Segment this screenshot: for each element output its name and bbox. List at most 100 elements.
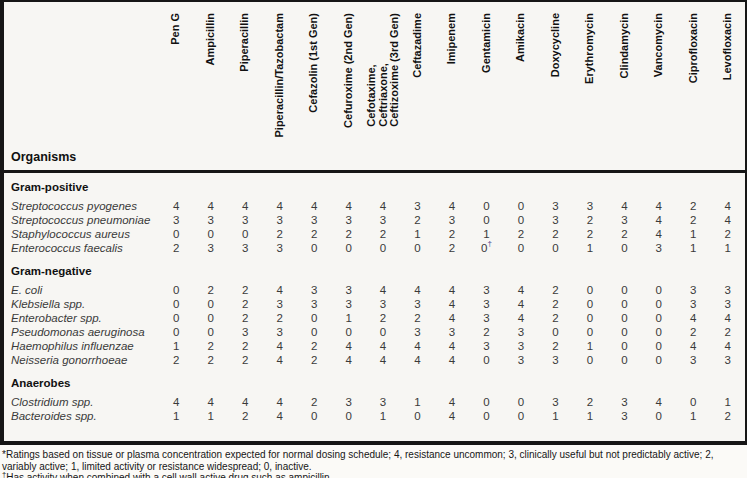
rating-cell: 0 (159, 311, 193, 325)
rating-cell: 2 (400, 311, 434, 325)
antibiotic-name: Cefuroxime (2nd Gen) (343, 13, 355, 128)
rating-cell: 1 (538, 409, 572, 423)
rating-cell: 0 (297, 325, 331, 339)
rating-cell: 0 (159, 297, 193, 311)
rating-cell: 4 (400, 353, 434, 367)
rating-cell: 4 (435, 283, 469, 297)
rating-cell: 4 (504, 297, 538, 311)
rating-cell: 2 (400, 213, 434, 227)
rating-cell: 3 (504, 325, 538, 339)
rating-cell: 4 (228, 395, 262, 409)
antibiotic-name: Imipenem (446, 13, 458, 64)
rating-cell: 0 (228, 227, 262, 241)
rating-cell: 2 (538, 227, 572, 241)
rating-cell: 4 (331, 199, 365, 213)
rating-cell: 0 (607, 283, 641, 297)
organism-name: Bacteroides spp. (4, 409, 159, 423)
dagger-footnote-marker: † (487, 239, 491, 248)
rating-cell: 3 (297, 213, 331, 227)
rating-cell: 3 (331, 283, 365, 297)
rating-cell: 3 (159, 213, 193, 227)
rating-cell: 4 (366, 283, 400, 297)
rating-cell: 0 (193, 297, 227, 311)
rating-cell: 4 (262, 199, 296, 213)
organism-row: Streptococcus pneumoniae3333333230032342… (4, 213, 745, 227)
rating-cell: 3 (607, 409, 641, 423)
rating-cell: 3 (469, 311, 503, 325)
antibiotic-column-header: Amikacin (504, 2, 538, 170)
rating-cell: 2 (228, 283, 262, 297)
rating-cell: 0 (573, 325, 607, 339)
rating-cell: 4 (159, 395, 193, 409)
rating-cell: 2 (331, 227, 365, 241)
footnote-dagger-text: Has activity when combined with a cell w… (6, 472, 332, 478)
organism-row: Enterobacter spp.00220122434200044 (4, 311, 745, 325)
rating-cell: 2 (228, 297, 262, 311)
antibiotic-name: Levofloxacin (722, 13, 734, 80)
organism-row: Neisseria gonorrhoeae22242444403300033 (4, 353, 745, 367)
antibiotic-name: Piperacillin/Tazobactam (274, 13, 286, 138)
rating-cell: 4 (435, 339, 469, 353)
rating-cell: 2 (159, 241, 193, 255)
rating-cell: 0 (366, 241, 400, 255)
rating-cell: 3 (366, 395, 400, 409)
rating-cell: 3 (400, 199, 434, 213)
rating-cell: 0 (573, 297, 607, 311)
antibiotic-name: Amikacin (515, 13, 527, 62)
rating-cell: 4 (228, 199, 262, 213)
table-body: Gram-positiveStreptococcus pyogenes44444… (4, 173, 745, 423)
antibiotic-name: Vancomycin (653, 13, 665, 77)
organism-row: E. coli02243344434200033 (4, 283, 745, 297)
antibiotic-name: Gentamicin (481, 13, 493, 73)
antibiotic-ratings-table: Organisms Pen GAmpicillinPiperacillinPip… (0, 0, 747, 445)
rating-cell: 0 (504, 395, 538, 409)
rating-cell: 4 (435, 395, 469, 409)
rating-cell: 0 (193, 311, 227, 325)
rating-cell: 4 (193, 199, 227, 213)
rating-cell: 0 (193, 325, 227, 339)
rating-cell: 3 (331, 297, 365, 311)
rating-cell: 4 (711, 213, 745, 227)
rating-cell: 2 (676, 325, 710, 339)
organism-name: Streptococcus pyogenes (4, 199, 159, 213)
antibiotic-name: Clindamycin (619, 13, 631, 78)
rating-cell: 0 (607, 339, 641, 353)
rating-cell: 0 (331, 409, 365, 423)
rating-cell: 3 (366, 297, 400, 311)
rating-cell: 2 (538, 297, 572, 311)
rating-cell: 2 (676, 199, 710, 213)
organism-name: Neisseria gonorrhoeae (4, 353, 159, 367)
rating-cell: 4 (262, 339, 296, 353)
antibiotic-column-header: Piperacillin (228, 2, 262, 170)
rating-cell: 3 (262, 297, 296, 311)
organism-row: Staphylococcus aureus00022221212222412 (4, 227, 745, 241)
rating-cell: 3 (228, 213, 262, 227)
rating-cell: 1 (573, 241, 607, 255)
rating-cell: 2 (435, 227, 469, 241)
rating-cell: 0 (642, 297, 676, 311)
rating-cell: 4 (331, 353, 365, 367)
rating-cell: 3 (435, 325, 469, 339)
antibiotic-column-header: Cefuroxime (2nd Gen) (331, 2, 365, 170)
antibiotic-column-header: Ampicillin (193, 2, 227, 170)
rating-cell: 4 (676, 311, 710, 325)
rating-cell: 3 (538, 199, 572, 213)
rating-cell: 2 (711, 325, 745, 339)
rating-cell: 4 (711, 199, 745, 213)
rating-cell: 3 (538, 213, 572, 227)
rating-cell: 0 (469, 199, 503, 213)
rating-cell: 0 (538, 241, 572, 255)
antibiotic-column-header: Levofloxacin (711, 2, 745, 170)
rating-cell: 3 (331, 395, 365, 409)
organism-row: Pseudomonas aeruginosa00330003323000022 (4, 325, 745, 339)
rating-cell: 4 (366, 339, 400, 353)
rating-cell: 0 (642, 283, 676, 297)
rating-cell: 3 (400, 325, 434, 339)
organism-row: Clostridium spp.44442331400323401 (4, 395, 745, 409)
rating-cell: 2 (297, 353, 331, 367)
rating-cell: 1 (711, 241, 745, 255)
rating-cell: 1 (193, 409, 227, 423)
rating-cell: 0 (159, 227, 193, 241)
rating-cell: 0 (642, 325, 676, 339)
organism-row: Enterococcus faecalis2333000020†0010311 (4, 241, 745, 255)
